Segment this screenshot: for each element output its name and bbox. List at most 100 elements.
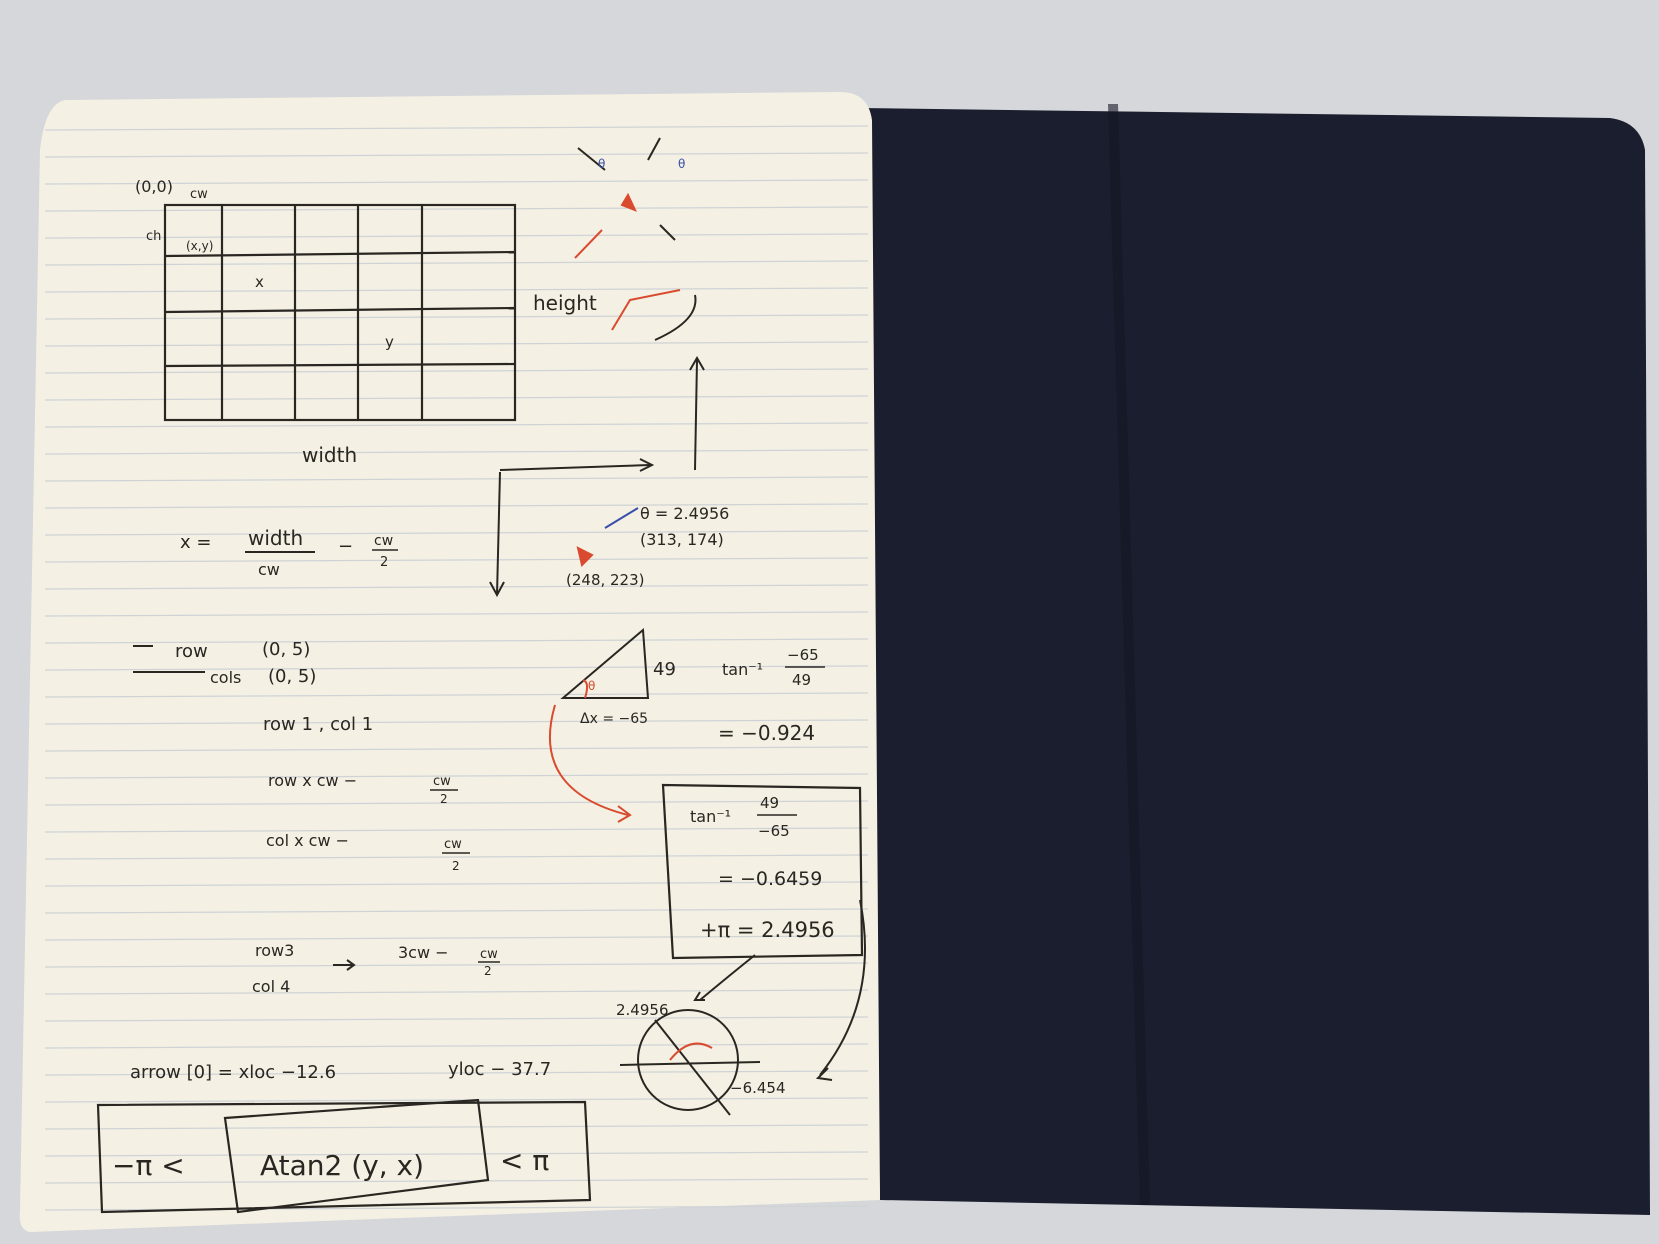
row1-col1: row 1 , col 1 xyxy=(263,714,373,735)
box-frac-num: 49 xyxy=(760,794,779,812)
box-tan: tan⁻¹ xyxy=(690,807,731,826)
ruled-line xyxy=(44,800,869,806)
arrow-doodles xyxy=(489,137,705,598)
ruled-line xyxy=(44,233,869,239)
ruled-line xyxy=(44,449,869,455)
ruled-line xyxy=(44,314,869,320)
ruled-line xyxy=(44,476,869,482)
angle-triangle xyxy=(560,627,650,699)
ruled-line xyxy=(44,287,869,293)
ruled-line xyxy=(44,260,869,266)
col-frac-num: cw xyxy=(444,837,462,852)
triangle-side: 49 xyxy=(653,659,676,680)
arrow-line-text: arrow [0] = xloc −12.6 xyxy=(130,1062,336,1083)
height-label: height xyxy=(533,291,597,315)
ruled-line xyxy=(44,557,869,563)
row-col-notes: row (0, 5) cols (0, 5) row 1 , col 1 row… xyxy=(133,639,500,996)
origin-label: (0,0) xyxy=(135,177,173,196)
ruled-line xyxy=(44,746,869,752)
row3-label: row3 xyxy=(255,941,294,960)
x-formula-denominator: cw xyxy=(258,560,280,579)
col-label: cols xyxy=(210,668,241,687)
ruled-line xyxy=(44,719,869,725)
x-formula-numerator: width xyxy=(248,526,303,550)
x-mark: x xyxy=(255,273,264,291)
x-formula: x = width cw − cw 2 xyxy=(180,526,398,579)
ruled-line xyxy=(44,611,869,617)
ruled-line xyxy=(44,827,869,833)
row3-frac-den: 2 xyxy=(484,964,492,978)
ruled-line xyxy=(44,962,869,968)
ruled-line xyxy=(44,908,869,914)
boxed-formula-middle: Atan2 (y, x) xyxy=(260,1149,424,1182)
ruled-line xyxy=(44,584,869,590)
box-frac-den: −65 xyxy=(758,822,790,840)
tan-result1: = −0.924 xyxy=(718,721,815,745)
ruled-line xyxy=(44,1097,869,1103)
ruled-line xyxy=(44,125,869,131)
x-formula-half-den: 2 xyxy=(380,555,388,570)
red-curved-arrow xyxy=(548,704,629,816)
x-formula-minus: − xyxy=(338,536,353,557)
ruled-line xyxy=(44,1070,869,1076)
ruled-line xyxy=(44,395,869,401)
boxed-formula xyxy=(96,1098,592,1214)
boxed-formula-right: < π xyxy=(500,1144,549,1177)
notebook-cover xyxy=(860,104,1650,1215)
point-a: (313, 174) xyxy=(640,530,724,549)
cw-label: cw xyxy=(190,187,208,202)
ruled-line xyxy=(44,1151,869,1157)
ruled-line xyxy=(44,935,869,941)
box-plus-pi: +π = 2.4956 xyxy=(700,918,835,942)
ruled-line xyxy=(44,1124,869,1130)
ruled-lines xyxy=(44,125,869,1211)
row3-result: 3cw − xyxy=(398,943,449,962)
col4-label: col 4 xyxy=(252,977,290,996)
ruled-line xyxy=(44,206,869,212)
triangle-dx: Δx = −65 xyxy=(580,711,648,727)
row-line: row x cw − xyxy=(268,771,357,790)
cover-fold-line xyxy=(1108,104,1150,1205)
ruled-line xyxy=(44,692,869,698)
ruled-line xyxy=(44,503,869,509)
arrow-line: arrow [0] = xloc −12.6 yloc − 37.7 xyxy=(130,1059,551,1083)
arrow-line-yloc: yloc − 37.7 xyxy=(448,1059,551,1080)
row-frac-num: cw xyxy=(433,774,451,789)
ruled-line xyxy=(44,989,869,995)
row-frac-den: 2 xyxy=(440,792,448,806)
box-result: = −0.6459 xyxy=(718,868,822,890)
tan-expr: tan⁻¹ xyxy=(722,660,763,679)
ruled-line xyxy=(44,638,869,644)
ruled-line xyxy=(44,368,869,374)
x-formula-lhs: x = xyxy=(180,532,211,553)
y-mark: y xyxy=(385,333,394,351)
tan-frac1-num: −65 xyxy=(787,646,819,664)
ruled-line xyxy=(44,854,869,860)
ruled-line xyxy=(44,1043,869,1049)
grid-sketch xyxy=(163,203,517,422)
col-line: col x cw − xyxy=(266,831,349,850)
ruled-line xyxy=(44,530,869,536)
ruled-line xyxy=(44,881,869,887)
row-range: (0, 5) xyxy=(262,639,310,660)
tan-frac1-den: 49 xyxy=(792,671,811,689)
width-label: width xyxy=(302,443,357,467)
circle-pos: 2.4956 xyxy=(616,1001,669,1019)
col-frac-den: 2 xyxy=(452,859,460,873)
ruled-line xyxy=(44,341,869,347)
ch-label: ch xyxy=(146,229,161,244)
ruled-line xyxy=(44,665,869,671)
ruled-line xyxy=(44,1178,869,1184)
result-box xyxy=(661,783,864,960)
circle-neg: −6.454 xyxy=(730,1079,786,1097)
theta-blue-1: θ xyxy=(598,157,605,171)
x-formula-half-num: cw xyxy=(374,533,393,549)
red-arrowhead xyxy=(617,805,632,823)
col-range: (0, 5) xyxy=(268,666,316,687)
ruled-line xyxy=(44,773,869,779)
ruled-line xyxy=(44,152,869,158)
notebook-page xyxy=(19,92,880,1232)
triangle-theta: θ xyxy=(588,679,595,693)
cell-label: (x,y) xyxy=(186,239,213,253)
